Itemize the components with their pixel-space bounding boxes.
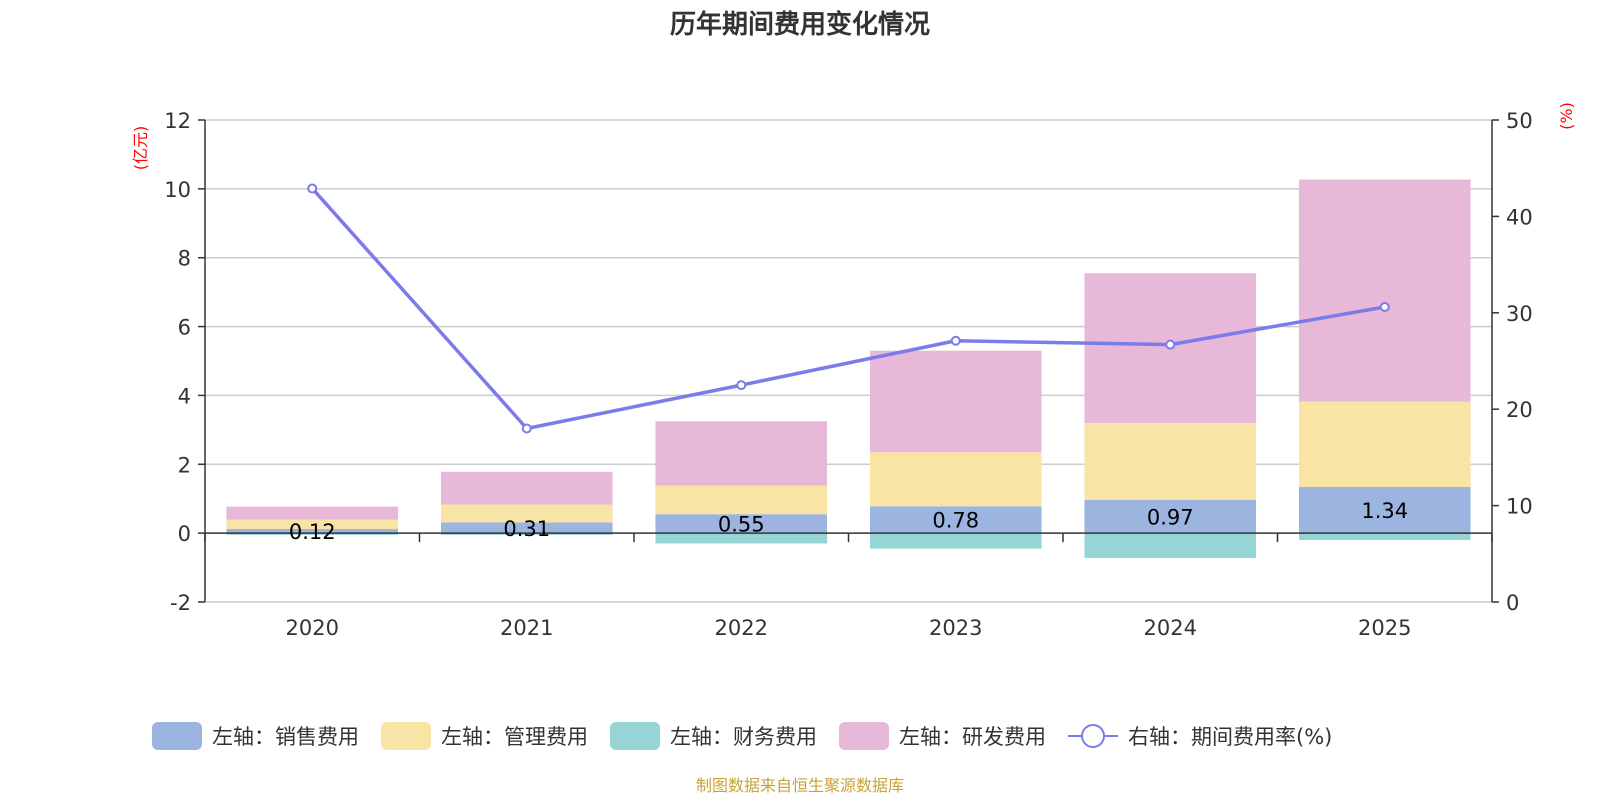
bar-segment [1298,401,1471,488]
left-tick-label: 2 [178,453,191,477]
category-label: 2024 [1144,616,1197,640]
legend-swatch [152,722,202,750]
bar-segment [869,452,1042,507]
bar-segment [869,506,1042,534]
bar-layer [226,179,1471,558]
bar-segment [226,519,399,530]
rate-point [736,380,747,391]
rate-point [950,335,961,346]
rate-point [521,423,532,434]
right-tick-label: 20 [1506,398,1533,422]
bar-segment [1084,422,1257,500]
legend-label: 左轴：销售费用 [212,725,359,749]
category-label: 2023 [929,616,982,640]
bar-segment [1084,533,1257,558]
bar-segment [1298,487,1471,534]
bar-segment [440,504,613,523]
bar-segment [440,533,613,535]
bar-segment [655,421,828,486]
bar-segment [655,514,828,534]
right-axis-unit: (%) [1557,102,1576,130]
bar-value-label: 0.31 [503,517,550,541]
bar-value-label: 0.78 [932,509,979,533]
legend-label: 左轴：管理费用 [441,725,588,749]
left-tick-label: 6 [178,316,191,340]
rate-point [1165,339,1176,350]
rate-line-layer [307,183,1390,434]
bar-segment [226,529,399,534]
source-note: 制图数据来自恒生聚源数据库 [696,776,904,795]
bar-segment [655,533,828,544]
bar-segment [655,485,828,515]
right-tick-label: 0 [1506,591,1519,615]
bar-segment [1298,533,1471,541]
category-label: 2022 [715,616,768,640]
right-tick-label: 50 [1506,109,1533,133]
left-tick-label: 4 [178,384,191,408]
data-labels: 0.12 0.31 0.55 0.78 0.97 1.34 [289,499,1408,544]
legend-label: 右轴：期间费用率(%) [1128,725,1332,749]
left-axis-unit: (亿元) [131,126,150,171]
rate-line [310,187,1386,431]
chart-title: 历年期间费用变化情况 [670,9,930,40]
axes: -2 0 2 4 6 8 10 12 0 10 20 30 40 50 2020 2021 2022 2023 20… [164,109,1532,640]
legend-label: 左轴：财务费用 [670,725,817,749]
category-label: 2020 [286,616,339,640]
legend: 左轴：销售费用 左轴：管理费用 左轴：财务费用 左轴：研发费用 右轴：期间费用率(%) [152,722,1332,750]
left-tick-label: 10 [164,178,191,202]
legend-swatch [381,722,431,750]
bar-value-label: 0.12 [289,520,336,544]
bar-segment [440,471,613,505]
bar-segment [1298,179,1471,402]
bar-segment [440,522,613,534]
left-tick-label: 0 [178,522,191,546]
bar-segment [869,533,1042,549]
bar-value-label: 0.55 [718,513,765,537]
bar-value-label: 1.34 [1361,499,1408,523]
bar-segment [869,350,1042,453]
legend-label: 左轴：研发费用 [899,725,1046,749]
bar-segment [1084,499,1257,534]
left-tick-label: -2 [170,591,191,615]
category-label: 2021 [500,616,553,640]
rate-point [307,183,318,194]
right-tick-label: 30 [1506,302,1533,326]
bar-segment [226,533,399,535]
rate-point [1379,302,1390,313]
legend-swatch [610,722,660,750]
bar-segment [226,506,399,520]
left-tick-label: 8 [178,247,191,271]
legend-swatch [839,722,889,750]
right-tick-label: 10 [1506,495,1533,519]
grid-lines [205,119,1492,603]
bar-value-label: 0.97 [1147,505,1194,529]
left-tick-label: 12 [164,109,191,133]
right-tick-label: 40 [1506,205,1533,229]
legend-marker [1081,724,1105,748]
category-label: 2025 [1358,616,1411,640]
